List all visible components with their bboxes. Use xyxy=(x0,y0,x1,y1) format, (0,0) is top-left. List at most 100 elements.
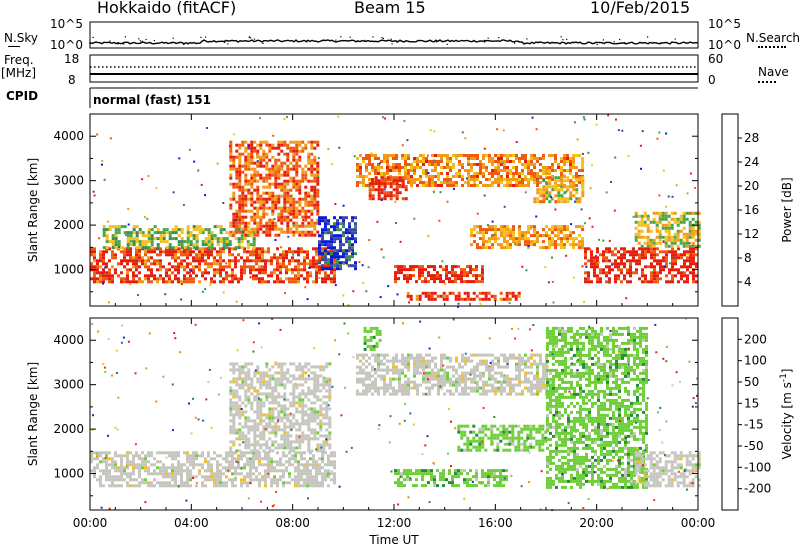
velocity-cell xyxy=(174,466,177,470)
power-cell xyxy=(295,146,299,150)
power-cell xyxy=(461,175,464,178)
power-cell xyxy=(653,271,656,275)
power-cell xyxy=(530,234,533,238)
power-cell xyxy=(246,246,250,250)
power-cell xyxy=(300,274,303,278)
power-cell xyxy=(144,262,147,266)
power-cell xyxy=(454,280,457,284)
power-cell xyxy=(252,265,255,269)
power-cell xyxy=(213,234,217,238)
power-cell xyxy=(398,169,401,172)
velocity-cell xyxy=(322,401,326,405)
velocity-cell xyxy=(129,463,132,467)
power-cell xyxy=(539,200,543,204)
power-cell xyxy=(229,176,233,180)
velocity-cell xyxy=(252,478,255,482)
velocity-cell xyxy=(210,472,213,476)
power-cell xyxy=(431,169,434,172)
velocity-cell xyxy=(177,469,180,473)
power-speck xyxy=(138,252,141,255)
power-cell xyxy=(174,259,177,263)
power-cell xyxy=(204,228,208,232)
power-cell xyxy=(637,223,641,227)
power-cell xyxy=(560,237,563,241)
velocity-cell xyxy=(189,472,192,476)
power-cell xyxy=(476,172,479,175)
power-cell xyxy=(244,188,248,192)
power-cell xyxy=(473,228,476,232)
power-cell xyxy=(333,216,336,220)
power-cell xyxy=(316,143,320,147)
velocity-cell xyxy=(292,377,296,381)
power-cell xyxy=(410,169,413,172)
power-cell xyxy=(635,259,638,263)
velocity-cell xyxy=(240,457,243,461)
power-cell xyxy=(482,246,485,250)
velocity-cell xyxy=(371,386,374,390)
velocity-cell xyxy=(416,365,419,369)
power-cell xyxy=(244,197,248,201)
power-speck xyxy=(370,152,373,155)
power-cell xyxy=(506,184,509,187)
velocity-cell xyxy=(237,454,240,458)
velocity-cell xyxy=(147,481,150,485)
power-cell xyxy=(521,181,524,184)
velocity-cell xyxy=(324,451,327,455)
power-cell xyxy=(298,143,302,147)
power-cell xyxy=(286,170,290,174)
power-cell xyxy=(192,234,196,238)
velocity-cell xyxy=(247,377,251,381)
velocity-cell xyxy=(265,374,269,378)
velocity-cell xyxy=(277,383,281,387)
power-cell xyxy=(316,176,320,180)
power-cell xyxy=(195,234,199,238)
velocity-cell xyxy=(371,383,374,387)
power-cell xyxy=(162,234,166,238)
velocity-cell xyxy=(307,434,311,438)
power-cell xyxy=(551,225,554,229)
power-cell xyxy=(177,256,180,260)
power-cell xyxy=(650,250,653,254)
velocity-cell xyxy=(171,469,174,473)
power-cell xyxy=(466,297,470,301)
velocity-cell xyxy=(301,416,305,420)
power-cell xyxy=(234,256,237,260)
power-cell xyxy=(634,226,638,230)
velocity-cell xyxy=(307,416,311,420)
power-cell xyxy=(280,215,284,219)
power-cell xyxy=(114,237,118,241)
power-cell xyxy=(497,175,500,178)
power-cell xyxy=(545,246,548,250)
power-cell xyxy=(108,240,112,244)
power-cell xyxy=(518,181,521,184)
velocity-cell xyxy=(222,484,225,488)
power-cell xyxy=(232,215,236,219)
power-cell xyxy=(238,215,242,219)
power-cell xyxy=(238,224,242,228)
power-cell xyxy=(102,268,105,272)
velocity-cell xyxy=(201,466,204,470)
power-cell xyxy=(394,274,397,278)
power-cell xyxy=(548,194,552,198)
power-speck xyxy=(658,194,661,197)
power-cell xyxy=(491,246,494,250)
power-cell xyxy=(289,230,293,234)
power-cell xyxy=(198,256,201,260)
power-cell xyxy=(590,256,593,260)
power-cell xyxy=(111,250,114,254)
power-cell xyxy=(539,188,543,192)
power-cell xyxy=(126,259,129,263)
velocity-cell xyxy=(262,431,266,435)
power-cell xyxy=(183,246,187,250)
velocity-cell xyxy=(274,416,278,420)
velocity-cell xyxy=(297,481,300,485)
velocity-cell xyxy=(156,466,159,470)
power-cell xyxy=(425,169,428,172)
velocity-cell xyxy=(398,359,401,363)
power-cell xyxy=(93,259,96,263)
power-speck xyxy=(225,262,228,265)
power-cell xyxy=(431,181,434,184)
power-cell xyxy=(679,220,683,224)
velocity-cell xyxy=(207,451,210,455)
power-cell xyxy=(313,155,317,159)
